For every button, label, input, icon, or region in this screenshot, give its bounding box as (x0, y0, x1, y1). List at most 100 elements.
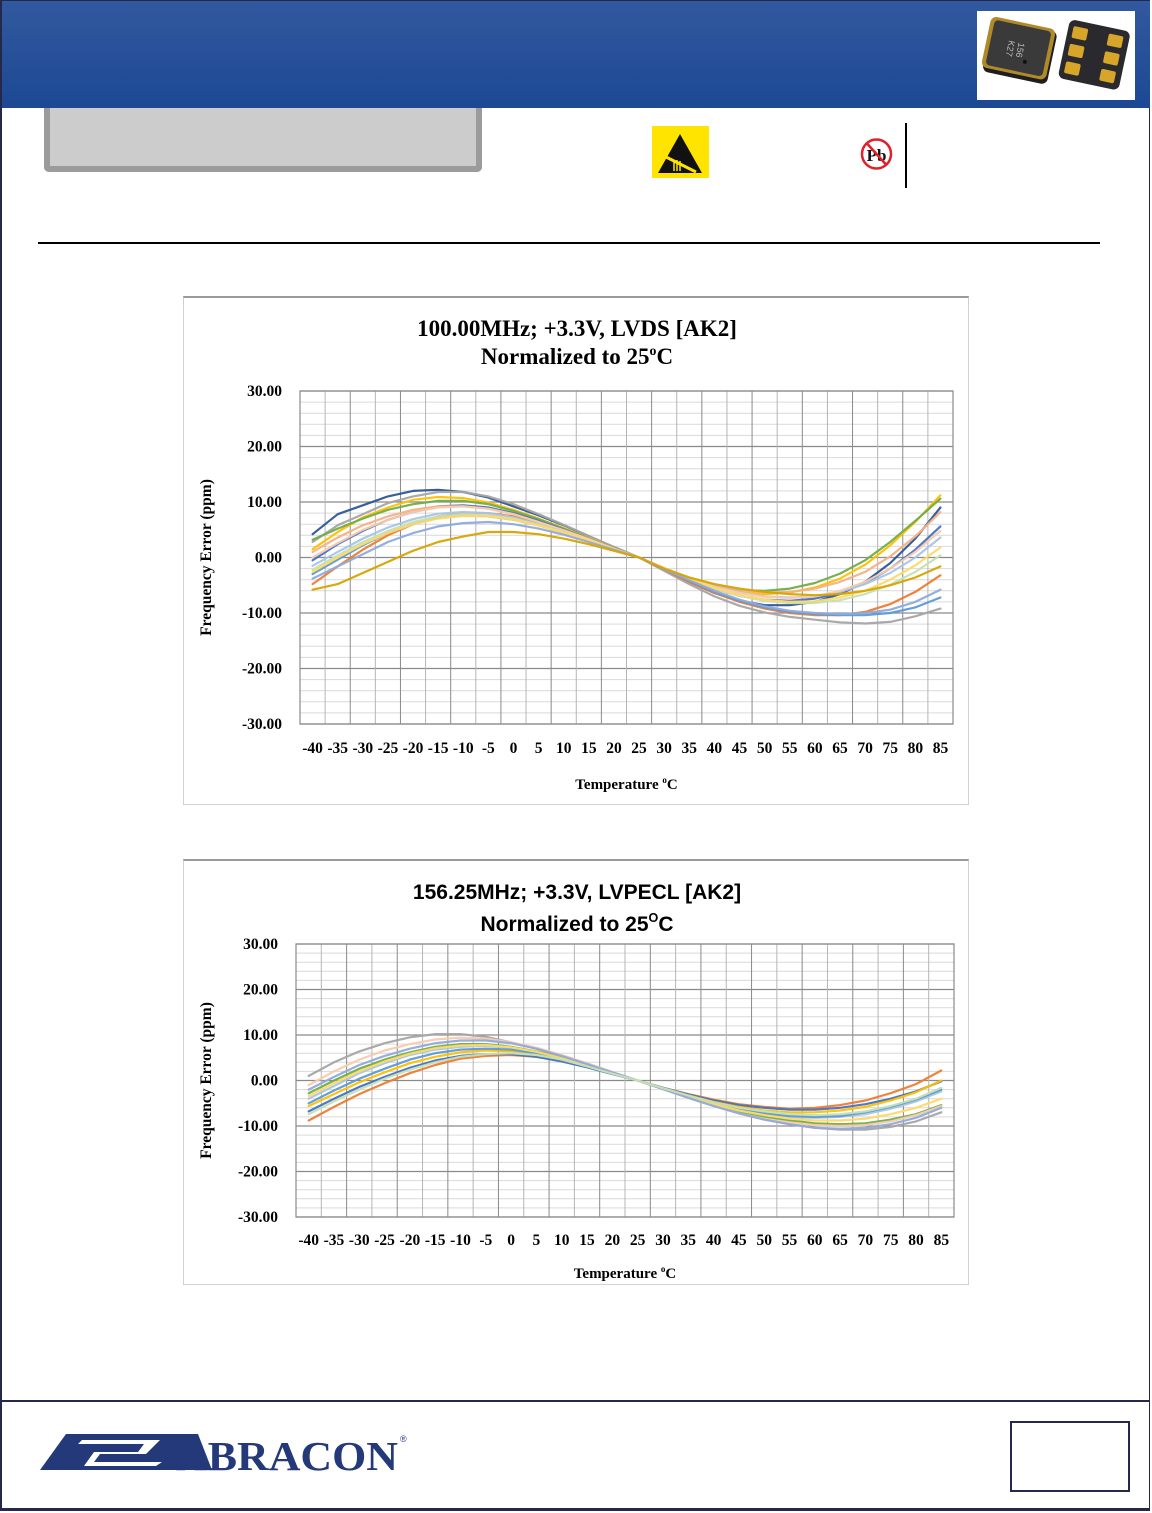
plot-area-border (295, 943, 955, 1218)
x-tick-label: 0 (507, 1232, 515, 1249)
x-tick-label: 5 (533, 1232, 541, 1249)
chart-subtitle-tail: C (656, 344, 673, 369)
y-tick-label: 0.00 (251, 1073, 278, 1090)
registered-mark: ® (400, 1434, 407, 1444)
x-tick-label: 75 (882, 740, 898, 757)
x-tick-label: 20 (606, 740, 622, 757)
y-tick-label: 30.00 (247, 383, 282, 400)
chart-panel-lvds: 100.00MHz; +3.3V, LVDS [AK2] Normalized t… (183, 296, 969, 805)
x-tick-label: 40 (707, 740, 723, 757)
x-axis-label: Temperature oC (574, 1264, 676, 1282)
chart-subtitle-text: Normalized to 25 (480, 913, 648, 936)
chart-lvpecl: 156.25MHz; +3.3V, LVPECL [AK2] Normalized… (198, 881, 955, 1282)
lead-free-icon: Pb (860, 136, 893, 172)
x-tick-label: 55 (782, 740, 798, 757)
y-tick-label: -20.00 (242, 661, 282, 678)
x-tick-label: 45 (732, 740, 748, 757)
y-tick-label: -10.00 (242, 605, 282, 622)
x-tick-label: 30 (656, 740, 672, 757)
x-tick-label: 35 (681, 1232, 697, 1249)
x-tick-label: 45 (731, 1232, 747, 1249)
x-tick-label: 70 (858, 1232, 874, 1249)
chart-lvds: 100.00MHz; +3.3V, LVDS [AK2]Normalized t… (198, 316, 954, 793)
y-tick-label: 30.00 (243, 936, 278, 953)
series-line-t11 (307, 1052, 943, 1117)
y-axis-label: Frequency Error (ppm) (198, 479, 215, 636)
x-tick-label: 35 (682, 740, 698, 757)
x-tick-label: -10 (453, 740, 474, 757)
x-axis-label-sup: o (662, 775, 667, 785)
y-axis-label: Frequency Error (ppm) (198, 1002, 215, 1159)
y-tick-label: -20.00 (238, 1164, 278, 1181)
x-tick-label: 10 (556, 740, 572, 757)
x-tick-label: -30 (352, 740, 373, 757)
chart-title: 156.25MHz; +3.3V, LVPECL [AK2] (413, 881, 741, 904)
x-tick-label: 10 (554, 1232, 570, 1249)
x-tick-label: -40 (298, 1232, 319, 1249)
chart-subtitle: Normalized to 25oC (481, 343, 673, 369)
abracon-logo: ABRACON ® (38, 1430, 418, 1480)
chart-subtitle-text: Normalized to 25 (481, 344, 650, 369)
x-tick-label: -25 (378, 740, 399, 757)
x-tick-label: -5 (479, 1232, 492, 1249)
x-tick-label: 15 (581, 740, 597, 757)
x-axis-label-tail: C (667, 777, 678, 793)
x-tick-label: 15 (579, 1232, 595, 1249)
x-tick-label: -30 (349, 1232, 370, 1249)
y-tick-label: -30.00 (238, 1209, 278, 1226)
x-tick-label: 65 (832, 1232, 848, 1249)
section-rule (38, 242, 1100, 244)
logo-wordmark: ABRACON (176, 1433, 398, 1479)
chart-panel-lvpecl: 156.25MHz; +3.3V, LVPECL [AK2] Normalized… (183, 859, 969, 1285)
y-tick-label: -10.00 (238, 1118, 278, 1135)
x-axis-label-text: Temperature (575, 777, 662, 793)
x-tick-label: 60 (807, 1232, 823, 1249)
chart-subtitle: Normalized to 25OC (480, 911, 673, 936)
header-band (2, 1, 1150, 108)
x-axis-label-tail: C (665, 1266, 676, 1282)
x-tick-label: 40 (706, 1232, 722, 1249)
series-line-s14 (311, 530, 942, 597)
x-tick-label: 75 (883, 1232, 899, 1249)
chart-subtitle-sup: O (649, 911, 659, 925)
x-tick-label: -20 (403, 740, 424, 757)
x-tick-label: 25 (630, 1232, 646, 1249)
x-tick-label: -20 (400, 1232, 421, 1249)
x-tick-label: 85 (933, 740, 949, 757)
x-tick-label: 50 (756, 1232, 772, 1249)
x-tick-label: 25 (631, 740, 647, 757)
x-tick-label: 70 (857, 740, 873, 757)
x-tick-label: -35 (324, 1232, 345, 1249)
x-axis-label-sup: o (661, 1264, 666, 1274)
x-tick-label: 85 (934, 1232, 950, 1249)
y-tick-label: -30.00 (242, 716, 282, 733)
x-axis-label-text: Temperature (574, 1266, 661, 1282)
x-tick-label: 50 (757, 740, 773, 757)
x-tick-label: 80 (908, 740, 924, 757)
x-tick-label: 65 (832, 740, 848, 757)
x-tick-label: 30 (655, 1232, 671, 1249)
chart-title: 100.00MHz; +3.3V, LVDS [AK2] (417, 316, 737, 341)
photo-marking-2: K27 (1004, 40, 1017, 58)
y-tick-label: 10.00 (243, 1027, 278, 1044)
x-tick-label: -40 (302, 740, 323, 757)
chart-subtitle-sup: o (650, 343, 657, 358)
chart-subtitle-tail: C (658, 913, 673, 936)
x-tick-label: 80 (908, 1232, 924, 1249)
plot-area-border (299, 390, 954, 725)
x-tick-label: 60 (807, 740, 823, 757)
x-tick-label: -15 (425, 1232, 446, 1249)
x-tick-label: -15 (428, 740, 449, 757)
product-photo: 156 K27 (977, 11, 1135, 100)
x-tick-label: -10 (450, 1232, 471, 1249)
y-tick-label: 20.00 (247, 439, 282, 456)
x-tick-label: 20 (605, 1232, 621, 1249)
part-title-box (44, 108, 482, 172)
x-tick-label: 55 (782, 1232, 798, 1249)
page-number-box (1010, 1421, 1130, 1492)
footer-rule (2, 1400, 1150, 1402)
y-tick-label: 10.00 (247, 494, 282, 511)
x-tick-label: 0 (510, 740, 518, 757)
x-tick-label: -25 (374, 1232, 395, 1249)
